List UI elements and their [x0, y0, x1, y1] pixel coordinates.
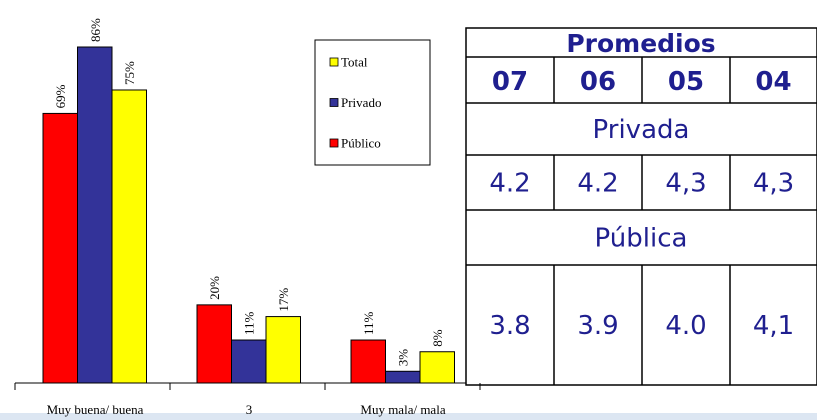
- cell-value: 4.2: [489, 169, 530, 199]
- row-label: Pública: [595, 224, 688, 254]
- bottom-strip: [0, 413, 817, 420]
- bar: [196, 304, 232, 384]
- cell-value: 4,1: [753, 311, 794, 341]
- value-label: 17%: [276, 288, 291, 312]
- legend-swatch: [329, 57, 339, 67]
- bar-chart: Muy buena/ buena 3 Muy mala/ mala 69% 20% 11%…: [14, 18, 481, 417]
- column-header: 05: [668, 67, 704, 97]
- bar: [350, 339, 386, 384]
- bar: [385, 370, 421, 384]
- x-tick-label: Muy buena/ buena: [47, 402, 144, 417]
- bar: [265, 316, 301, 384]
- value-label: 11%: [361, 312, 376, 336]
- cell-value: 4.0: [665, 311, 706, 341]
- column-header: 06: [580, 67, 616, 97]
- value-label: 8%: [430, 329, 445, 347]
- value-label: 3%: [396, 349, 411, 367]
- legend-swatch: [329, 138, 339, 148]
- value-label: 69%: [53, 84, 68, 108]
- bar: [77, 46, 113, 384]
- bar: [231, 339, 267, 384]
- table: Promedios 07 06 05 04 Privada 4.2 4.2 4,3 4,3 Públ…: [466, 29, 817, 385]
- legend-label: Total: [341, 55, 368, 70]
- cell-value: 3.9: [577, 311, 618, 341]
- cell-value: 4,3: [665, 169, 706, 199]
- x-tick-label: 3: [246, 402, 253, 417]
- row-label: Privada: [593, 115, 690, 145]
- legend-swatch: [329, 98, 339, 107]
- column-header: 04: [755, 67, 791, 97]
- bar: [111, 89, 147, 384]
- column-header: 07: [492, 67, 528, 97]
- legend-label: Público: [341, 136, 381, 151]
- cell-value: 4.2: [577, 169, 618, 199]
- value-label: 20%: [207, 276, 222, 300]
- cell-value: 4,3: [753, 169, 794, 199]
- table-title: Promedios: [566, 29, 715, 58]
- value-label: 86%: [88, 18, 103, 42]
- value-label: 11%: [242, 312, 257, 336]
- bar: [419, 351, 455, 384]
- bar: [42, 112, 78, 384]
- value-label: 75%: [122, 61, 137, 85]
- x-tick-label: Muy mala/ mala: [360, 402, 445, 417]
- cell-value: 3.8: [489, 311, 530, 341]
- legend-label: Privado: [341, 95, 381, 110]
